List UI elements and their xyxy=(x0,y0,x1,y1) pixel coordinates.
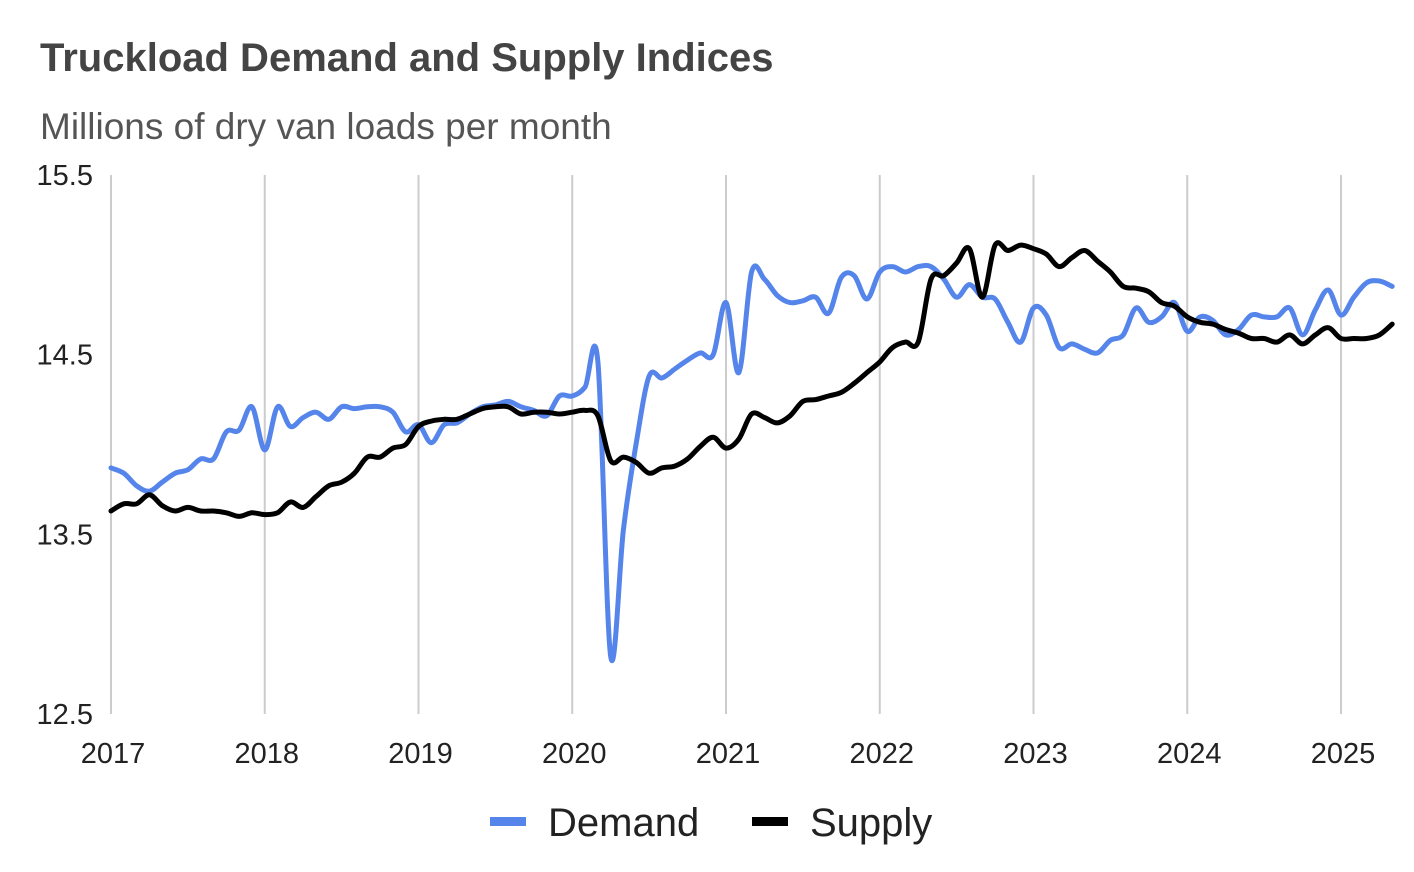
y-tick-label: 14.5 xyxy=(37,340,93,372)
x-tick-label: 2017 xyxy=(81,738,146,770)
series-line-demand xyxy=(108,262,1395,663)
x-tick-label: 2024 xyxy=(1157,738,1222,770)
y-tick-label: 15.5 xyxy=(37,160,93,192)
chart-subtitle: Millions of dry van loads per month xyxy=(40,106,612,147)
chart-title: Truckload Demand and Supply Indices xyxy=(40,36,774,80)
series-line-supply xyxy=(108,240,1395,519)
legend-swatch-demand xyxy=(490,817,526,826)
x-tick-label: 2018 xyxy=(234,738,299,770)
x-tick-label: 2023 xyxy=(1003,738,1068,770)
y-tick-label: 13.5 xyxy=(37,519,93,551)
legend-label-demand: Demand xyxy=(548,801,699,845)
x-tick-label: 2019 xyxy=(388,738,453,770)
legend-label-supply: Supply xyxy=(810,801,932,845)
x-tick-label: 2020 xyxy=(542,738,607,770)
x-tick-label: 2025 xyxy=(1311,738,1376,770)
y-tick-label: 12.5 xyxy=(37,699,93,731)
x-tick-label: 2022 xyxy=(849,738,914,770)
x-tick-label: 2021 xyxy=(696,738,761,770)
legend-swatch-supply xyxy=(752,817,788,826)
